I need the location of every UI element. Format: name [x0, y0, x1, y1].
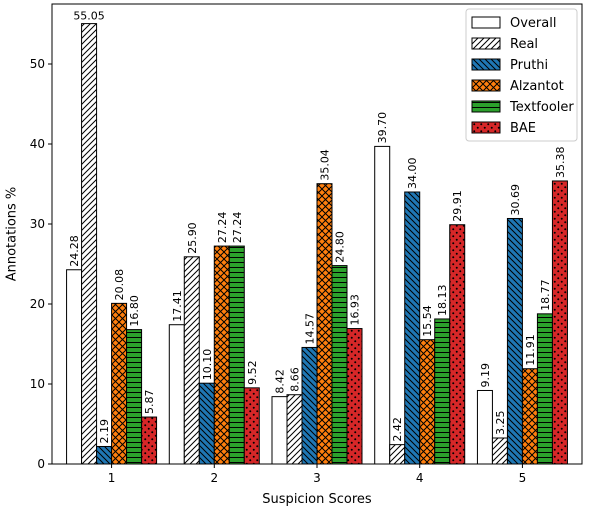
- data-label-real-4: 2.42: [391, 417, 404, 442]
- bar-alzantot-2: [213, 245, 230, 465]
- bar-overall-2: [168, 324, 185, 465]
- bar-real-1: [81, 23, 98, 465]
- data-label-pruthi-5: 30.69: [509, 184, 522, 216]
- bars-layer: [66, 23, 568, 465]
- data-label-alzantot-1: 20.08: [113, 269, 126, 301]
- data-label-overall-3: 8.42: [274, 369, 287, 394]
- bar-pruthi-4: [404, 191, 421, 465]
- bar-bae-2: [243, 387, 260, 465]
- bar-pruthi-2: [198, 382, 215, 465]
- x-axis: 1 2 3 4 5: [108, 464, 526, 485]
- bar-textfooler-2: [228, 245, 245, 465]
- data-label-textfooler-3: 24.80: [334, 231, 347, 263]
- bar-overall-5: [476, 389, 493, 465]
- data-label-alzantot-2: 27.24: [216, 212, 229, 243]
- legend-swatch-alzantot: [471, 79, 501, 92]
- legend-label-pruthi: Pruthi: [510, 58, 548, 73]
- legend-swatch-textfooler: [471, 100, 501, 113]
- bar-textfooler-5: [536, 313, 553, 465]
- data-label-pruthi-2: 10.10: [201, 349, 214, 381]
- bar-alzantot-3: [316, 183, 333, 465]
- data-label-bae-5: 35.38: [554, 146, 567, 178]
- legend-swatch-real: [471, 37, 501, 50]
- y-tick-label: 40: [30, 137, 45, 151]
- y-tick-label: 30: [30, 217, 45, 231]
- legend-label-textfooler: Textfooler: [509, 100, 574, 115]
- data-label-pruthi-4: 34.00: [406, 158, 419, 190]
- x-tick-label: 2: [210, 471, 218, 485]
- bar-bae-4: [449, 224, 466, 465]
- data-label-bae-3: 16.93: [349, 294, 362, 326]
- y-tick-label: 10: [30, 377, 45, 391]
- bar-alzantot-1: [111, 302, 128, 465]
- data-label-pruthi-1: 2.19: [98, 419, 111, 444]
- bar-textfooler-4: [434, 318, 451, 465]
- data-label-alzantot-5: 11.91: [524, 334, 537, 366]
- bar-alzantot-5: [521, 368, 538, 465]
- data-label-real-1: 55.05: [73, 10, 105, 23]
- data-label-bae-4: 29.91: [451, 190, 464, 222]
- data-label-textfooler-2: 27.24: [231, 212, 244, 243]
- bar-real-2: [183, 256, 200, 465]
- legend: Overall Real Pruthi Alzantot Textfooler BAE: [465, 8, 578, 142]
- bar-pruthi-1: [96, 445, 113, 465]
- bar-real-4: [389, 444, 406, 465]
- bar-real-5: [491, 437, 508, 465]
- x-tick-label: 1: [108, 471, 116, 485]
- data-label-alzantot-3: 35.04: [319, 149, 332, 181]
- data-label-overall-2: 17.41: [171, 290, 184, 322]
- y-axis-label: Annotations %: [5, 187, 20, 282]
- data-label-overall-4: 39.70: [376, 112, 389, 144]
- y-axis: 0 10 20 30 40 50: [30, 57, 52, 471]
- bar-textfooler-1: [126, 329, 143, 465]
- x-tick-label: 3: [313, 471, 321, 485]
- data-label-textfooler-5: 18.77: [539, 279, 552, 311]
- x-tick-label: 5: [519, 471, 527, 485]
- bar-bae-5: [551, 180, 568, 465]
- data-labels-layer: 24.28 17.41 8.42 39.70 9.19 55.05 25.90 8.66 2.4…: [68, 10, 567, 444]
- data-label-overall-1: 24.28: [68, 235, 81, 267]
- data-label-real-5: 3.25: [494, 410, 507, 435]
- data-label-pruthi-3: 14.57: [304, 313, 317, 345]
- data-label-bae-2: 9.52: [246, 360, 259, 384]
- bar-overall-1: [66, 269, 83, 465]
- legend-swatch-pruthi: [471, 58, 501, 71]
- legend-label-real: Real: [510, 37, 538, 52]
- bar-real-3: [286, 394, 303, 465]
- legend-label-alzantot: Alzantot: [510, 79, 564, 94]
- data-label-real-3: 8.66: [289, 367, 302, 392]
- data-label-real-2: 25.90: [186, 222, 199, 254]
- bar-overall-4: [374, 145, 391, 465]
- bar-bae-3: [346, 328, 363, 465]
- data-label-overall-5: 9.19: [479, 363, 492, 388]
- bar-bae-1: [141, 416, 158, 465]
- legend-swatch-overall: [471, 16, 501, 29]
- bar-textfooler-3: [331, 265, 348, 465]
- y-tick-label: 0: [37, 457, 45, 471]
- bar-alzantot-4: [419, 339, 436, 465]
- x-tick-label: 4: [416, 471, 424, 485]
- y-tick-label: 50: [30, 57, 45, 71]
- legend-swatch-bae: [471, 121, 501, 134]
- bar-pruthi-5: [506, 217, 523, 465]
- legend-label-bae: BAE: [510, 121, 536, 136]
- bar-pruthi-3: [301, 346, 318, 465]
- bar-overall-3: [271, 396, 288, 465]
- data-label-alzantot-4: 15.54: [421, 305, 434, 337]
- x-axis-label: Suspicion Scores: [262, 492, 372, 507]
- legend-label-overall: Overall: [510, 16, 556, 31]
- y-tick-label: 20: [30, 297, 45, 311]
- data-label-textfooler-4: 18.13: [436, 284, 449, 316]
- data-label-textfooler-1: 16.80: [128, 295, 141, 327]
- data-label-bae-1: 5.87: [143, 390, 156, 415]
